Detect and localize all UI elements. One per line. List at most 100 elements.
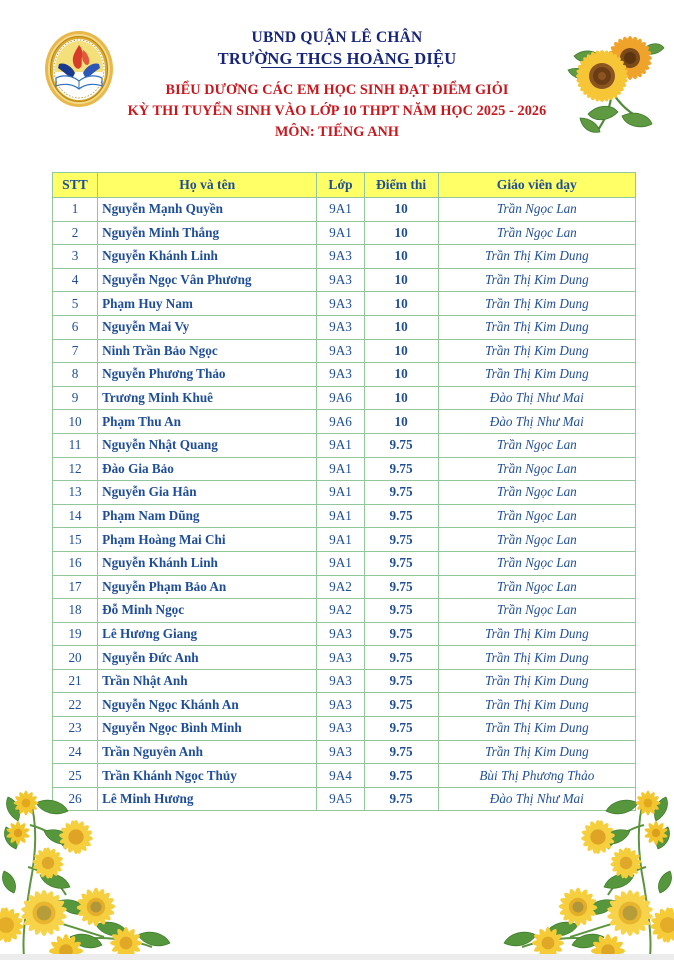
- cell-score: 9.75: [363, 716, 439, 741]
- cell-class: 9A3: [316, 621, 365, 647]
- cell-teacher: Đào Thị Như Mai: [437, 409, 637, 434]
- cell-name: Nguyễn Phạm Bảo An: [97, 574, 318, 600]
- cell-score: 10: [363, 244, 439, 269]
- cell-name: Nguyễn Phương Thảo: [97, 362, 318, 387]
- cell-teacher: Trần Thị Kim Dung: [437, 244, 637, 269]
- school-name-line: TRƯỜNG THCS HOÀNG DIỆU: [217, 49, 457, 69]
- cell-score: 9.75: [363, 739, 439, 765]
- cell-teacher: Đào Thị Như Mai: [437, 385, 637, 411]
- cell-score: 9.75: [363, 645, 439, 670]
- cell-stt: 9: [51, 385, 99, 411]
- table-row: 20 Nguyễn Đức Anh 9A3 9.75 Trần Thị Kim Dung: [51, 645, 637, 670]
- cell-class: 9A3: [316, 645, 365, 670]
- cell-score: 10: [363, 197, 439, 222]
- cell-score: 9.75: [363, 574, 439, 600]
- cell-stt: 21: [51, 668, 99, 694]
- cell-name: Phạm Thu An: [97, 409, 318, 434]
- cell-teacher: Trần Thị Kim Dung: [437, 621, 637, 647]
- cell-score: 9.75: [363, 480, 439, 505]
- table-row: 14 Phạm Nam Dũng 9A1 9.75 Trần Ngọc Lan: [51, 503, 637, 529]
- cell-teacher: Trần Ngọc Lan: [437, 527, 637, 552]
- cell-class: 9A2: [316, 574, 365, 600]
- column-header-class: Lớp: [316, 172, 365, 198]
- cell-class: 9A1: [316, 197, 365, 222]
- cell-name: Nguyễn Ngọc Bình Minh: [97, 716, 318, 741]
- cell-score: 9.75: [363, 598, 439, 623]
- table-row: 3 Nguyễn Khánh Linh 9A3 10 Trần Thị Kim Dung: [51, 244, 637, 269]
- cell-stt: 25: [51, 763, 99, 788]
- table-row: 10 Phạm Thu An 9A6 10 Đào Thị Như Mai: [51, 409, 637, 434]
- cell-teacher: Trần Ngọc Lan: [437, 432, 637, 458]
- cell-name: Trương Minh Khuê: [97, 385, 318, 411]
- cell-teacher: Đào Thị Như Mai: [437, 786, 637, 812]
- floral-corner-icon: [374, 785, 674, 960]
- document-header: UBND QUẬN LÊ CHÂN TRƯỜNG THCS HOÀNG DIỆU…: [0, 0, 674, 168]
- cell-stt: 3: [51, 244, 99, 269]
- table-body: 1 Nguyễn Mạnh Quyền 9A1 10 Trần Ngọc Lan 2 Ngu…: [51, 197, 637, 812]
- cell-class: 9A5: [316, 786, 365, 812]
- cell-class: 9A6: [316, 385, 365, 411]
- cell-name: Đào Gia Bảo: [97, 456, 318, 482]
- cell-stt: 6: [51, 314, 99, 340]
- cell-teacher: Trần Ngọc Lan: [437, 598, 637, 623]
- cell-teacher: Trần Thị Kim Dung: [437, 645, 637, 670]
- table-header: STT Họ và tên Lớp Điểm thi Giáo viên dạy: [51, 172, 637, 198]
- cell-teacher: Trần Thị Kim Dung: [437, 267, 637, 293]
- cell-stt: 1: [51, 197, 99, 222]
- cell-teacher: Trần Ngọc Lan: [437, 503, 637, 529]
- cell-name: Nguyễn Ngọc Khánh An: [97, 692, 318, 718]
- cell-stt: 14: [51, 503, 99, 529]
- cell-teacher: Trần Ngọc Lan: [437, 480, 637, 505]
- cell-class: 9A3: [316, 739, 365, 765]
- cell-stt: 8: [51, 362, 99, 387]
- cell-class: 9A1: [316, 456, 365, 482]
- cell-name: Phạm Nam Dũng: [97, 503, 318, 529]
- cell-stt: 20: [51, 645, 99, 670]
- title-block: UBND QUẬN LÊ CHÂN TRƯỜNG THCS HOÀNG DIỆU…: [110, 28, 564, 143]
- cell-score: 9.75: [363, 432, 439, 458]
- table-row: 17 Nguyễn Phạm Bảo An 9A2 9.75 Trần Ngọc Lan: [51, 574, 637, 600]
- cell-score: 9.75: [363, 668, 439, 694]
- cell-score: 9.75: [363, 692, 439, 718]
- table-row: 6 Nguyễn Mai Vy 9A3 10 Trần Thị Kim Dung: [51, 314, 637, 340]
- cell-stt: 2: [51, 220, 99, 246]
- table-row: 26 Lê Minh Hương 9A5 9.75 Đào Thị Như Mai: [51, 786, 637, 812]
- cell-name: Trần Khánh Ngọc Thủy: [97, 763, 318, 788]
- column-header-teacher: Giáo viên dạy: [437, 172, 637, 198]
- cell-name: Lê Hương Giang: [97, 621, 318, 647]
- cell-class: 9A3: [316, 267, 365, 293]
- cell-stt: 23: [51, 716, 99, 741]
- cell-teacher: Trần Ngọc Lan: [437, 574, 637, 600]
- cell-teacher: Trần Thị Kim Dung: [437, 291, 637, 316]
- cell-score: 9.75: [363, 503, 439, 529]
- cell-teacher: Trần Thị Kim Dung: [437, 739, 637, 765]
- award-title-line-1: BIỂU DƯƠNG CÁC EM HỌC SINH ĐẠT ĐIỂM GIỎI: [165, 82, 509, 98]
- column-header-name: Họ và tên: [97, 172, 318, 198]
- cell-score: 10: [363, 362, 439, 387]
- cell-stt: 17: [51, 574, 99, 600]
- cell-name: Phạm Huy Nam: [97, 291, 318, 316]
- cell-stt: 4: [51, 267, 99, 293]
- cell-name: Nguyễn Nhật Quang: [97, 432, 318, 458]
- cell-score: 10: [363, 385, 439, 411]
- cell-teacher: Trần Ngọc Lan: [437, 220, 637, 246]
- cell-teacher: Bùi Thị Phương Thảo: [437, 763, 637, 788]
- table-row: 18 Đỗ Minh Ngọc 9A2 9.75 Trần Ngọc Lan: [51, 598, 637, 623]
- award-title-line-2: KỲ THI TUYỂN SINH VÀO LỚP 10 THPT NĂM HỌ…: [127, 103, 547, 119]
- cell-score: 10: [363, 314, 439, 340]
- cell-teacher: Trần Ngọc Lan: [437, 550, 637, 576]
- table-row: 24 Trần Nguyên Anh 9A3 9.75 Trần Thị Kim Dun…: [51, 739, 637, 765]
- table-row: 9 Trương Minh Khuê 9A6 10 Đào Thị Như Mai: [51, 385, 637, 411]
- scores-table: STT Họ và tên Lớp Điểm thi Giáo viên dạy…: [51, 172, 637, 812]
- scores-table-container: STT Họ và tên Lớp Điểm thi Giáo viên dạy…: [51, 172, 637, 812]
- cell-teacher: Trần Thị Kim Dung: [437, 338, 637, 364]
- cell-teacher: Trần Thị Kim Dung: [437, 692, 637, 718]
- cell-score: 9.75: [363, 550, 439, 576]
- table-row: 1 Nguyễn Mạnh Quyền 9A1 10 Trần Ngọc Lan: [51, 197, 637, 222]
- table-row: 2 Nguyễn Minh Thắng 9A1 10 Trần Ngọc Lan: [51, 220, 637, 246]
- column-header-score: Điểm thi: [363, 172, 439, 198]
- cell-score: 10: [363, 291, 439, 316]
- page-bottom-strip: [0, 954, 674, 960]
- cell-name: Nguyễn Khánh Linh: [97, 550, 318, 576]
